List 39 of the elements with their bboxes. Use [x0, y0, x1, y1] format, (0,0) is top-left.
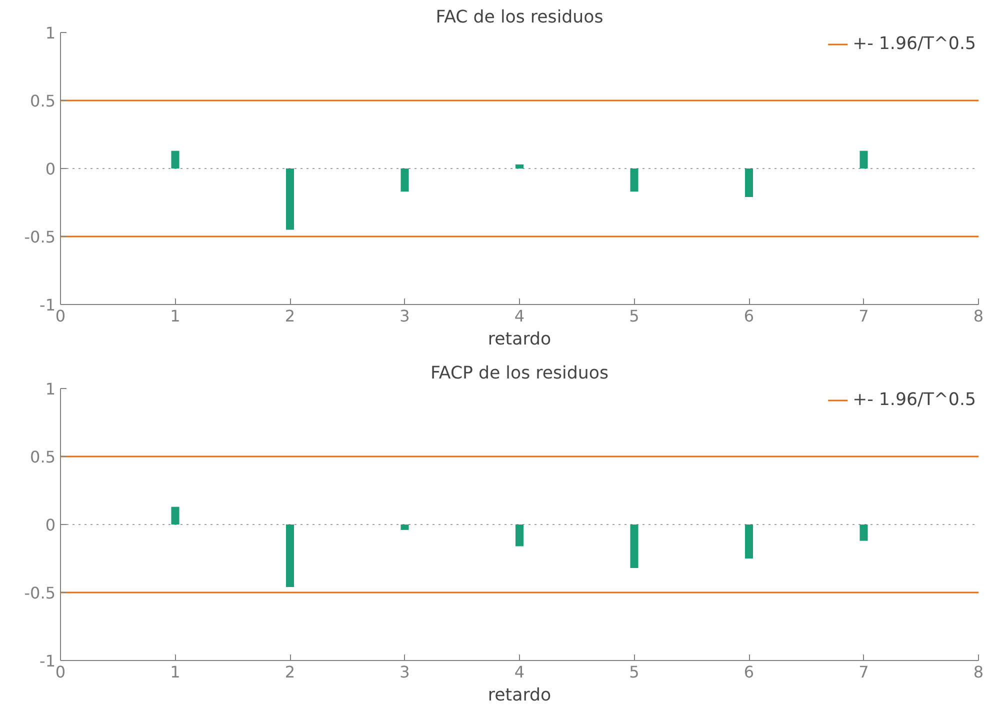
y-tick-label: 0: [45, 516, 56, 534]
x-tick-label: 5: [629, 306, 640, 326]
y-tick-label: 1: [45, 380, 56, 398]
y-tick-label: 1: [45, 24, 56, 42]
x-tick-label: 8: [973, 662, 984, 682]
x-tick-label: 2: [284, 662, 296, 682]
x-tick-label: 1: [170, 306, 180, 326]
legend-label: +- 1.96/T^0.5: [852, 34, 976, 54]
y-tick-label: -1: [40, 296, 56, 314]
x-tick-label: 7: [858, 662, 869, 682]
y-tick-label: 0: [45, 160, 56, 178]
y-tick-label: 0.5: [30, 92, 56, 110]
bar: [630, 168, 638, 192]
x-tick-label: 6: [744, 662, 754, 682]
y-tick-label: 0.5: [30, 448, 56, 466]
y-tick-label: -0.5: [24, 228, 56, 246]
x-tick-label: 6: [744, 306, 754, 326]
y-tick-label: -1: [40, 652, 56, 670]
bar: [860, 150, 868, 168]
y-tick-label: -0.5: [24, 584, 56, 602]
bar: [400, 168, 409, 192]
bar: [515, 164, 524, 168]
x-tick-label: 1: [170, 662, 180, 682]
x-tick-label: 3: [400, 306, 410, 326]
x-tick-label: 5: [629, 662, 640, 682]
x-tick-label: 8: [973, 306, 984, 326]
chart-title: FACP de los residuos: [430, 364, 608, 384]
x-axis-title: retardo: [488, 330, 552, 350]
bar: [171, 150, 180, 168]
legend-label: +- 1.96/T^0.5: [852, 390, 976, 410]
chart-title: FAC de los residuos: [436, 8, 604, 28]
bar: [744, 168, 754, 198]
x-axis-title: retardo: [488, 686, 552, 706]
x-tick-label: 7: [858, 306, 869, 326]
x-tick-label: 3: [400, 662, 410, 682]
x-tick-label: 2: [284, 306, 296, 326]
bar: [286, 168, 294, 230]
x-tick-label: 4: [514, 306, 525, 326]
x-tick-label: 4: [514, 662, 525, 682]
